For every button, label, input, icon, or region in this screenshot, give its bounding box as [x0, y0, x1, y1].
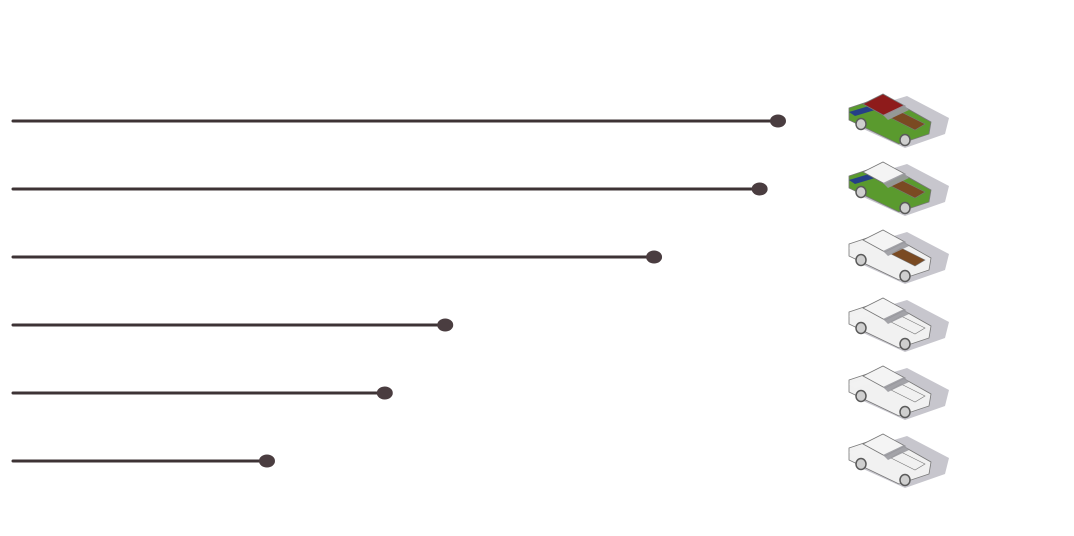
car-windshield — [883, 105, 909, 120]
car-wheel — [855, 253, 867, 267]
car-wheel — [899, 133, 911, 147]
car-wheel — [899, 269, 911, 283]
car-wheel — [855, 185, 867, 199]
car-wheel — [855, 117, 867, 131]
car-icon — [848, 93, 949, 148]
lollipop-dot — [437, 318, 454, 332]
car-windshield — [883, 377, 909, 392]
car-wheel — [899, 473, 911, 487]
car-icon — [848, 433, 949, 488]
car-windshield — [883, 173, 909, 188]
car-windshield — [883, 445, 909, 460]
lollipop-dot — [646, 250, 663, 264]
lollipop-dot — [751, 182, 768, 196]
lollipop-dot — [770, 114, 786, 128]
car-wheel — [899, 201, 911, 215]
car-icon — [848, 297, 949, 352]
lollipop-dot — [376, 386, 393, 400]
car-wheel — [899, 405, 911, 419]
car-wheel — [855, 321, 867, 335]
car-wheel — [855, 389, 867, 403]
car-icon — [848, 365, 949, 420]
car-icon — [848, 161, 949, 216]
car-wheel — [899, 337, 911, 351]
lollipop-dot — [258, 454, 275, 468]
car-windshield — [883, 241, 909, 256]
car-wheel — [855, 457, 867, 471]
car-icon — [848, 229, 949, 284]
car-windshield — [883, 309, 909, 324]
